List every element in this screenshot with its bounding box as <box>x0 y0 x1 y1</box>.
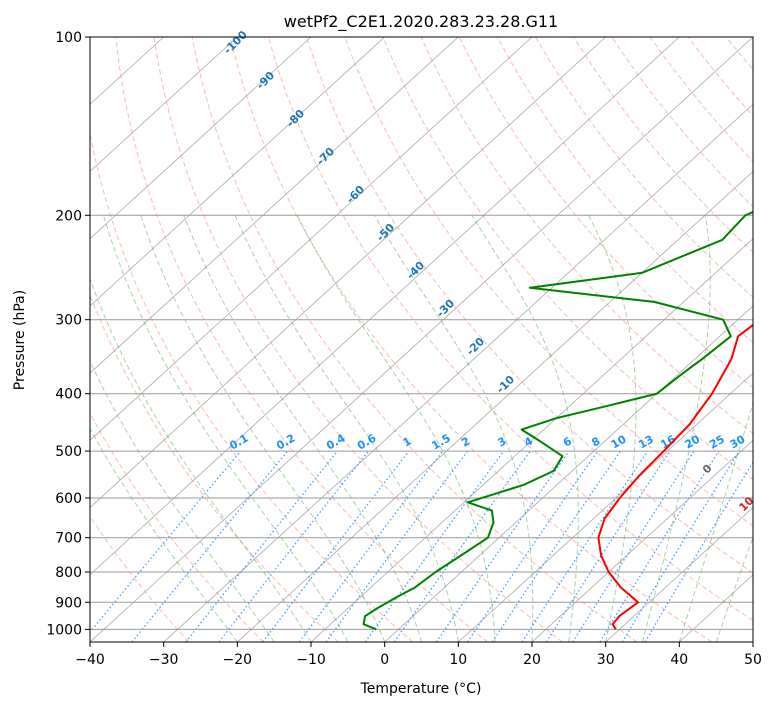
moist-adiabat-line <box>588 215 637 642</box>
moist-adiabat-line <box>678 401 753 642</box>
dry-adiabat-line <box>90 515 190 642</box>
y-tick-label: 100 <box>55 30 82 46</box>
mixing-ratio-line <box>466 450 599 642</box>
y-tick-label: 900 <box>55 595 82 611</box>
temperature-line <box>597 323 753 630</box>
y-axis-title: Pressure (hPa) <box>12 290 28 390</box>
moist-adiabat-line <box>642 215 711 642</box>
moist-adiabat-line <box>140 215 386 642</box>
dry-adiabat-line <box>765 37 775 642</box>
isotherm-line <box>90 37 753 642</box>
x-tick-label: 30 <box>597 652 615 668</box>
y-tick-label: 500 <box>55 444 82 460</box>
dry-adiabat-line <box>344 37 753 527</box>
moist-adiabat-line <box>103 215 349 642</box>
dry-adiabat-line <box>268 37 753 622</box>
mixing-ratio-line <box>599 450 720 642</box>
y-tick-label: 800 <box>55 565 82 581</box>
x-tick-label: −20 <box>223 652 253 668</box>
mixing-ratio-line <box>545 450 671 642</box>
pressure-gridlines <box>90 37 753 630</box>
dry-adiabat-line <box>191 37 638 642</box>
y-tick-label: 1000 <box>46 622 82 638</box>
isotherm-line <box>90 37 680 576</box>
dry-adiabat-line <box>115 37 488 642</box>
dry-adiabat-line <box>420 37 753 434</box>
isotherm-line <box>752 641 753 642</box>
dry-adiabat-line <box>649 37 753 163</box>
mixing-ratio-line <box>572 450 695 642</box>
mixing-ratio-line <box>621 450 740 642</box>
x-tick-label: 40 <box>670 652 688 668</box>
dry-adiabat-line <box>496 37 753 344</box>
mixing-ratio-line <box>185 450 339 642</box>
y-tick-label: 300 <box>55 313 82 329</box>
dry-adiabat-line <box>229 37 712 642</box>
x-tick-label: 0 <box>380 652 389 668</box>
isotherm-line <box>384 305 753 642</box>
mixing-ratio-line <box>393 450 531 642</box>
mixing-ratio-line <box>262 450 410 642</box>
x-tick-label: 50 <box>744 652 762 668</box>
x-tick-label: 20 <box>523 652 541 668</box>
mixing-ratio-line <box>364 450 505 642</box>
x-tick-label: −40 <box>75 652 105 668</box>
plot-frame <box>89 36 754 643</box>
dry-adiabat-line <box>535 37 753 298</box>
axes: −40 −30 −20 −10 0 10 20 30 40 50 100 200 300 400 500 60… <box>46 30 762 668</box>
mixing-ratio-line <box>218 450 369 642</box>
dry-adiabat-line <box>306 37 753 574</box>
isotherm-line <box>531 439 753 642</box>
isotherm-line <box>90 37 606 509</box>
x-axis-title: Temperature (°C) <box>360 681 482 697</box>
dewpoint-line <box>362 210 753 631</box>
y-tick-label: 600 <box>55 491 82 507</box>
isotherm-line <box>90 37 533 441</box>
y-tick-label: 700 <box>55 531 82 547</box>
dry-adiabat-line <box>458 37 753 389</box>
mixing-ratio-line <box>131 450 289 642</box>
isotherm-line <box>458 372 753 642</box>
isotherm-line <box>90 37 385 307</box>
isotherm-line <box>237 170 753 642</box>
isotherm-line <box>90 37 312 240</box>
x-tick-label: 10 <box>449 652 467 668</box>
dry-adiabat-line <box>90 131 414 642</box>
y-tick-label: 200 <box>55 208 82 224</box>
moist-adiabat-line <box>183 215 422 642</box>
isotherm-line <box>163 103 753 642</box>
y-tick-label: 400 <box>55 387 82 403</box>
isotherm-line <box>90 37 238 172</box>
moist-adiabat-line <box>90 277 312 642</box>
mixing-ratio-line <box>644 461 753 642</box>
background-lines <box>90 37 775 642</box>
x-tick-label: −30 <box>149 652 179 668</box>
mixing-ratio-line <box>90 450 242 634</box>
dry-adiabat-line <box>90 293 339 642</box>
dry-adiabat-line <box>611 37 753 208</box>
profile-lines <box>362 210 753 631</box>
isotherm-line <box>605 507 753 642</box>
chart-title: wetPf2_C2E1.2020.283.23.28.G11 <box>284 12 558 32</box>
dry-adiabat-line <box>382 37 753 481</box>
moist-adiabat-line <box>296 215 496 642</box>
isotherm-line <box>90 37 459 374</box>
x-tick-label: −10 <box>296 652 326 668</box>
